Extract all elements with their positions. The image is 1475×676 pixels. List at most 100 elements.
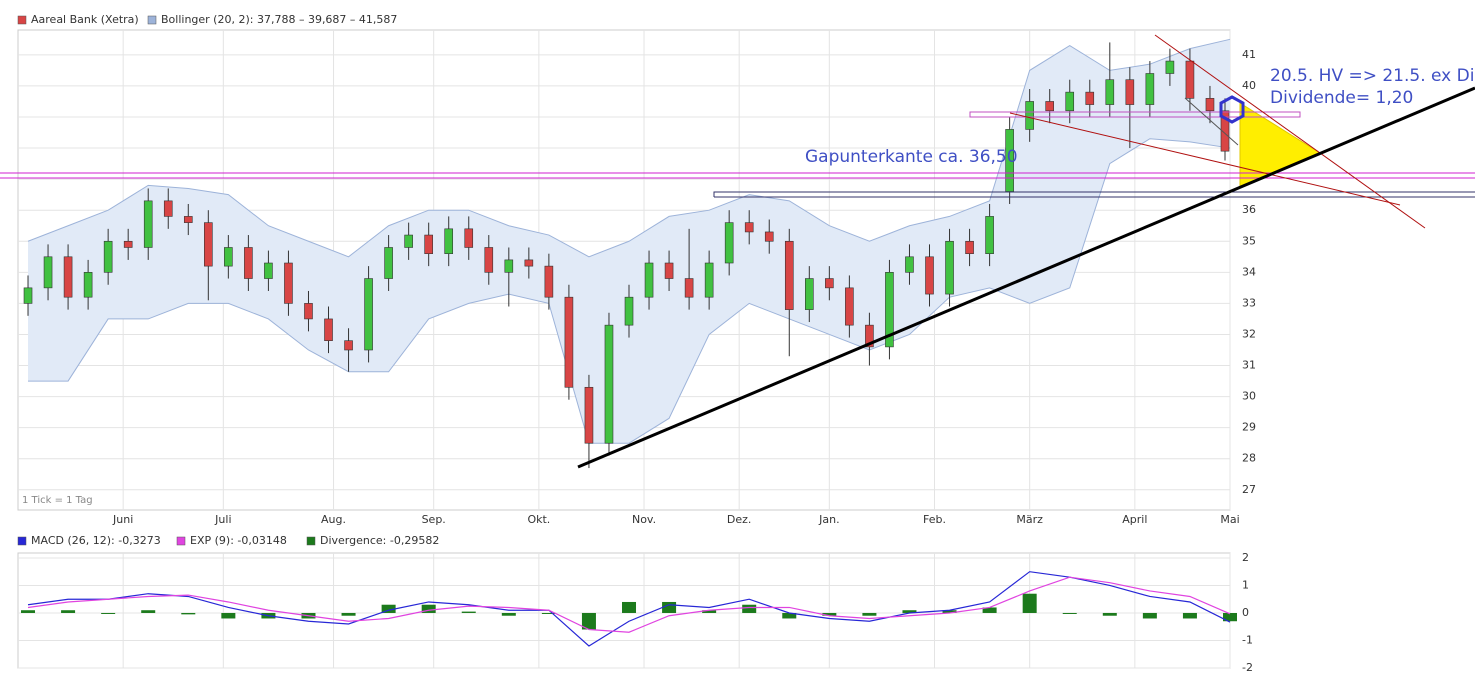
drawings: Gapunterkante ca. 36,50 20.5. HV => 21.5… — [0, 34, 1475, 506]
y-tick-label: 33 — [1242, 296, 1256, 309]
candle-body — [764, 231, 774, 242]
candle-body — [544, 265, 554, 298]
divergence-bar — [61, 610, 76, 613]
indicator-line — [27, 576, 1231, 633]
divergence-bar — [541, 612, 556, 614]
divergence-bar — [101, 612, 116, 614]
divergence-bar — [1182, 612, 1197, 619]
divergence-bar — [341, 612, 356, 616]
channel-line — [1184, 97, 1239, 146]
divergence-bar — [782, 612, 797, 619]
candle-body — [1185, 60, 1195, 99]
y-tick-label: 1 — [1242, 578, 1249, 591]
candle-body — [584, 386, 594, 444]
candle-body — [1105, 79, 1115, 105]
candle-body — [985, 216, 994, 254]
candle-body — [204, 222, 213, 267]
tick-note: 1 Tick = 1 Tag — [22, 495, 93, 506]
candle-body — [444, 228, 454, 254]
candle-body — [1125, 79, 1135, 105]
resistance-line — [1154, 34, 1426, 229]
candle-body — [604, 324, 614, 444]
candle-body — [324, 318, 333, 341]
candle-body — [564, 296, 574, 388]
divergence-bar — [1062, 612, 1077, 614]
y-tick-label: 34 — [1242, 265, 1256, 278]
x-tick-label: April — [1122, 513, 1147, 526]
x-tick-label: Okt. — [527, 513, 550, 526]
y-tick-label: 27 — [1242, 483, 1256, 496]
y-tick-label: 2 — [1242, 551, 1249, 564]
x-tick-label: Dez. — [727, 513, 752, 526]
divergence-bar — [221, 612, 236, 619]
candle-body — [825, 278, 834, 289]
divergence-bar — [902, 610, 917, 613]
legend-swatch — [147, 15, 157, 25]
candle-body — [865, 324, 874, 348]
divergence-bar — [942, 610, 957, 613]
candle-body — [304, 303, 313, 320]
divergence-bar — [622, 601, 637, 613]
y-tick-label: 29 — [1242, 421, 1256, 434]
candle-body — [624, 296, 634, 326]
candle-body — [925, 256, 934, 295]
candle-body — [63, 256, 73, 298]
candle-body — [364, 278, 373, 351]
legend-swatch — [306, 536, 316, 546]
support-line — [713, 191, 1475, 197]
legend-label: MACD (26, 12): -0,3273 — [31, 534, 161, 547]
divergence-bar — [21, 610, 36, 613]
candle-body — [244, 247, 253, 279]
candle-body — [664, 262, 674, 279]
divergence-bar — [862, 612, 877, 616]
candle-body — [1025, 101, 1034, 130]
candle-body — [784, 240, 794, 310]
x-tick-label: Aug. — [321, 513, 346, 526]
y-tick-label: 0 — [1242, 606, 1249, 619]
candle-body — [524, 259, 534, 267]
x-tick-label: März — [1016, 513, 1043, 526]
hexagon-marker — [1219, 95, 1245, 124]
candle-body — [484, 247, 494, 273]
candle-body — [805, 278, 814, 310]
x-tick-label: Juni — [112, 513, 133, 526]
candle-body — [1065, 91, 1075, 112]
legend-label: Bollinger (20, 2): 37,788 – 39,687 – 41,… — [161, 13, 397, 26]
candle-body — [404, 234, 413, 248]
data-layer: Juni Juli Aug. Sep. Okt. Nov. Dez. Jan. Feb. März… — [17, 13, 1256, 674]
candle-body — [1205, 98, 1215, 112]
candle-body — [344, 340, 353, 351]
candle-body — [43, 256, 53, 289]
y-tick-label: 30 — [1242, 390, 1256, 403]
range-box — [969, 111, 1301, 118]
candle-body — [905, 256, 914, 273]
divergence-bar — [982, 607, 997, 613]
bollinger-upper — [27, 38, 1231, 258]
candle-body — [885, 272, 894, 348]
candle-body — [284, 262, 293, 304]
candle-body — [464, 228, 474, 248]
target-triangle — [1239, 102, 1322, 188]
annotation: Gapunterkante ca. 36,50 — [805, 147, 1018, 167]
candle-body — [143, 200, 153, 248]
candle-body — [224, 247, 233, 267]
x-tick-label: Feb. — [923, 513, 946, 526]
candle-body — [1220, 110, 1230, 152]
legend-swatch — [176, 536, 186, 546]
legend-label: Divergence: -0,29582 — [320, 534, 439, 547]
divergence-bar — [421, 604, 436, 613]
bollinger-lower — [28, 138, 1231, 444]
legend-label: Aareal Bank (Xetra) — [31, 13, 139, 26]
y-tick-label: 35 — [1242, 234, 1256, 247]
divergence-bar — [501, 612, 516, 616]
x-tick-label: Mai — [1220, 513, 1239, 526]
divergence-bar — [742, 604, 757, 613]
legend-swatch — [17, 15, 27, 25]
annotation: 20.5. HV => 21.5. ex Div — [1270, 66, 1475, 86]
candle-body — [384, 247, 393, 279]
candle-body — [103, 240, 113, 273]
candle-body — [704, 262, 714, 298]
candle-body — [744, 222, 754, 233]
x-tick-label: Sep. — [422, 513, 446, 526]
y-tick-label: 31 — [1242, 359, 1256, 372]
